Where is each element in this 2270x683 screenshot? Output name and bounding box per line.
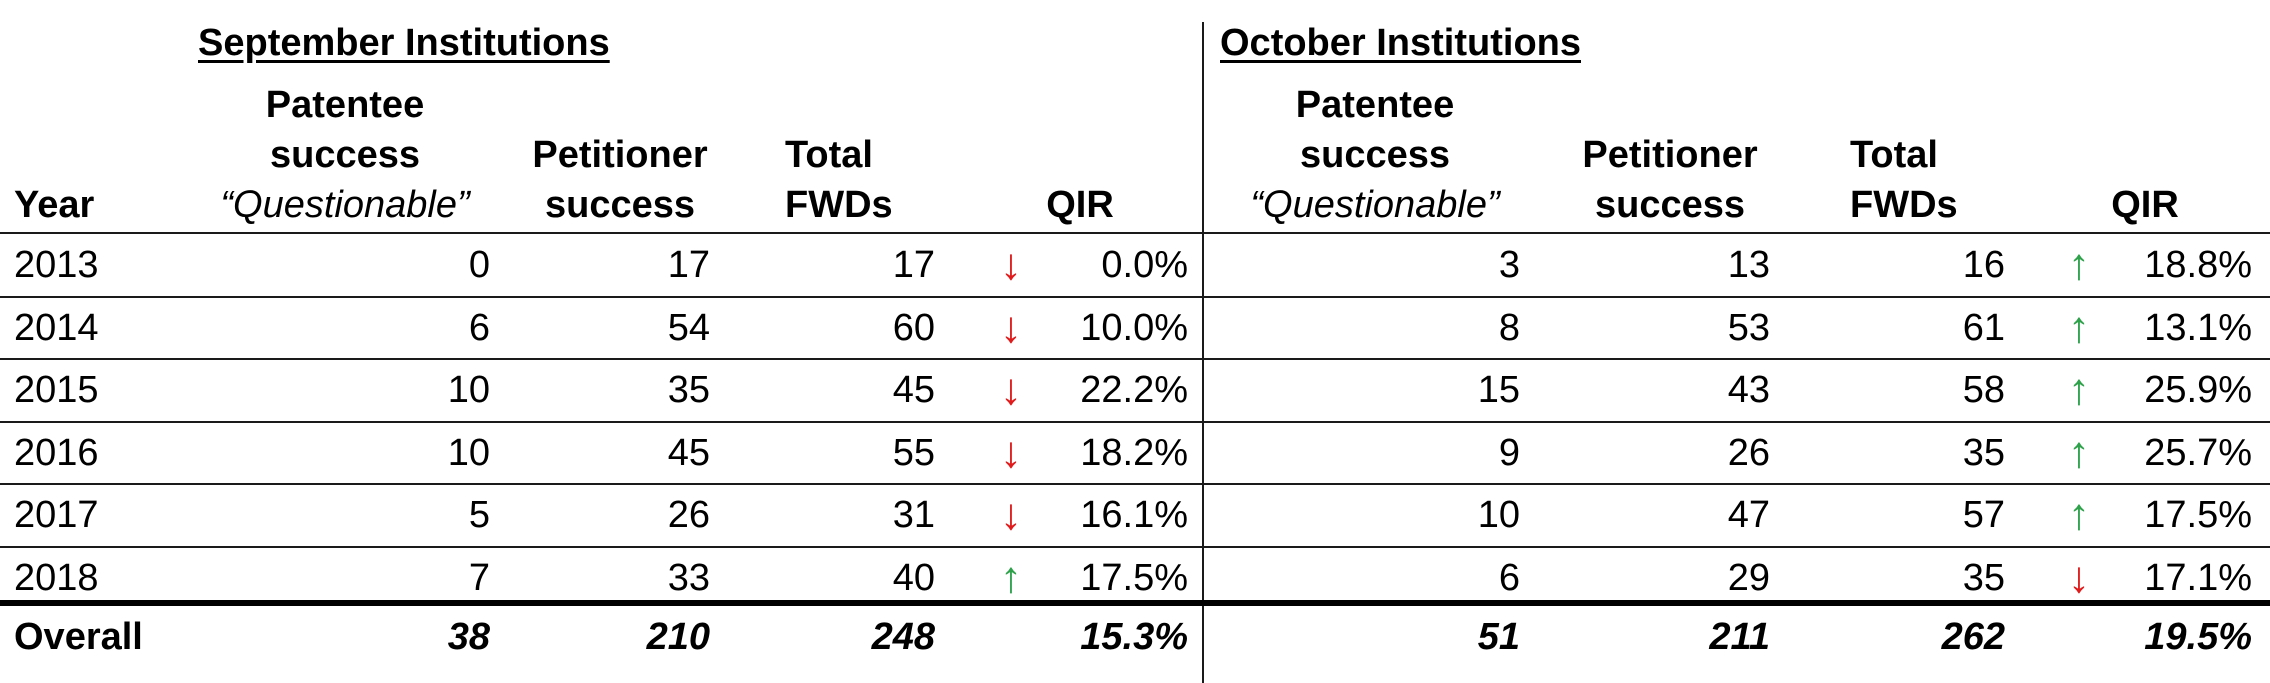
- oct-overall-qir: 19.5%: [2060, 606, 2252, 668]
- oct-patentee: 15: [1320, 359, 1520, 421]
- sep-overall-total: 248: [745, 606, 935, 668]
- sep-qir: 22.2%: [1040, 359, 1188, 421]
- oct-total: 57: [1815, 484, 2005, 546]
- sep-overall-petitioner: 210: [520, 606, 710, 668]
- sep-petitioner: 26: [520, 484, 710, 546]
- sep-header-petitioner-line2: success: [510, 180, 730, 230]
- oct-overall-total: 262: [1815, 606, 2005, 668]
- sep-trend-arrow: ↓: [1000, 422, 1045, 484]
- oct-overall-petitioner: 211: [1580, 606, 1770, 668]
- sep-year: 2014: [14, 297, 164, 359]
- sep-petitioner: 45: [520, 422, 710, 484]
- sep-qir: 16.1%: [1040, 484, 1188, 546]
- sep-petitioner: 17: [520, 234, 710, 296]
- oct-qir: 18.8%: [2105, 234, 2252, 296]
- sep-total: 55: [745, 422, 935, 484]
- sep-total: 17: [745, 234, 935, 296]
- october-section-title: October Institutions: [1220, 22, 1581, 65]
- sep-year: 2017: [14, 484, 164, 546]
- oct-qir: 25.9%: [2105, 359, 2252, 421]
- sep-petitioner: 54: [520, 297, 710, 359]
- sep-year: 2013: [14, 234, 164, 296]
- sep-overall-qir: 15.3%: [1000, 606, 1188, 668]
- sep-header-petitioner: Petitioner success: [510, 130, 730, 230]
- oct-header-qir: QIR: [2085, 180, 2205, 230]
- sep-patentee: 0: [300, 234, 490, 296]
- sep-header-total-line1: Total: [785, 130, 935, 180]
- sep-total: 45: [745, 359, 935, 421]
- sep-patentee: 5: [300, 484, 490, 546]
- sep-trend-arrow: ↓: [1000, 234, 1045, 296]
- oct-patentee: 9: [1320, 422, 1520, 484]
- sep-qir: 18.2%: [1040, 422, 1188, 484]
- sep-year: 2015: [14, 359, 164, 421]
- oct-patentee: 10: [1320, 484, 1520, 546]
- oct-qir: 25.7%: [2105, 422, 2252, 484]
- sep-header-patentee: Patentee success “Questionable”: [190, 80, 500, 230]
- sep-qir: 0.0%: [1040, 234, 1188, 296]
- oct-total: 58: [1815, 359, 2005, 421]
- sep-header-qir: QIR: [1020, 180, 1140, 230]
- september-section-title: September Institutions: [198, 22, 610, 65]
- oct-total: 35: [1815, 422, 2005, 484]
- oct-petitioner: 26: [1580, 422, 1770, 484]
- oct-patentee: 3: [1320, 234, 1520, 296]
- section-divider: [1202, 22, 1204, 683]
- oct-header-patentee-line2: success: [1215, 130, 1535, 180]
- sep-header-patentee-line3: “Questionable”: [190, 180, 500, 230]
- oct-overall-patentee: 51: [1320, 606, 1520, 668]
- sep-header-patentee-line1: Patentee: [190, 80, 500, 130]
- sep-qir: 10.0%: [1040, 297, 1188, 359]
- sep-petitioner: 35: [520, 359, 710, 421]
- sep-total: 60: [745, 297, 935, 359]
- oct-petitioner: 13: [1580, 234, 1770, 296]
- oct-header-petitioner-line1: Petitioner: [1560, 130, 1780, 180]
- sep-patentee: 10: [300, 359, 490, 421]
- sep-trend-arrow: ↓: [1000, 359, 1045, 421]
- oct-header-total-line1: Total: [1850, 130, 2000, 180]
- oct-patentee: 8: [1320, 297, 1520, 359]
- sep-trend-arrow: ↓: [1000, 484, 1045, 546]
- sep-header-total: Total FWDs: [785, 130, 935, 230]
- sep-total: 31: [745, 484, 935, 546]
- sep-patentee: 6: [300, 297, 490, 359]
- sep-overall-patentee: 38: [300, 606, 490, 668]
- sep-patentee: 10: [300, 422, 490, 484]
- sep-trend-arrow: ↓: [1000, 297, 1045, 359]
- oct-total: 16: [1815, 234, 2005, 296]
- sep-header-patentee-line2: success: [190, 130, 500, 180]
- overall-label: Overall: [14, 606, 214, 668]
- header-year: Year: [14, 180, 164, 230]
- oct-header-petitioner: Petitioner success: [1560, 130, 1780, 230]
- oct-total: 61: [1815, 297, 2005, 359]
- sep-header-total-line2: FWDs: [785, 180, 935, 230]
- oct-header-total: Total FWDs: [1850, 130, 2000, 230]
- oct-qir: 13.1%: [2105, 297, 2252, 359]
- oct-header-patentee: Patentee success “Questionable”: [1215, 80, 1535, 230]
- oct-petitioner: 53: [1580, 297, 1770, 359]
- oct-header-total-line2: FWDs: [1850, 180, 2000, 230]
- oct-header-patentee-line3: “Questionable”: [1215, 180, 1535, 230]
- sep-header-petitioner-line1: Petitioner: [510, 130, 730, 180]
- oct-petitioner: 47: [1580, 484, 1770, 546]
- sep-year: 2016: [14, 422, 164, 484]
- oct-header-patentee-line1: Patentee: [1215, 80, 1535, 130]
- oct-petitioner: 43: [1580, 359, 1770, 421]
- oct-qir: 17.5%: [2105, 484, 2252, 546]
- oct-header-petitioner-line2: success: [1560, 180, 1780, 230]
